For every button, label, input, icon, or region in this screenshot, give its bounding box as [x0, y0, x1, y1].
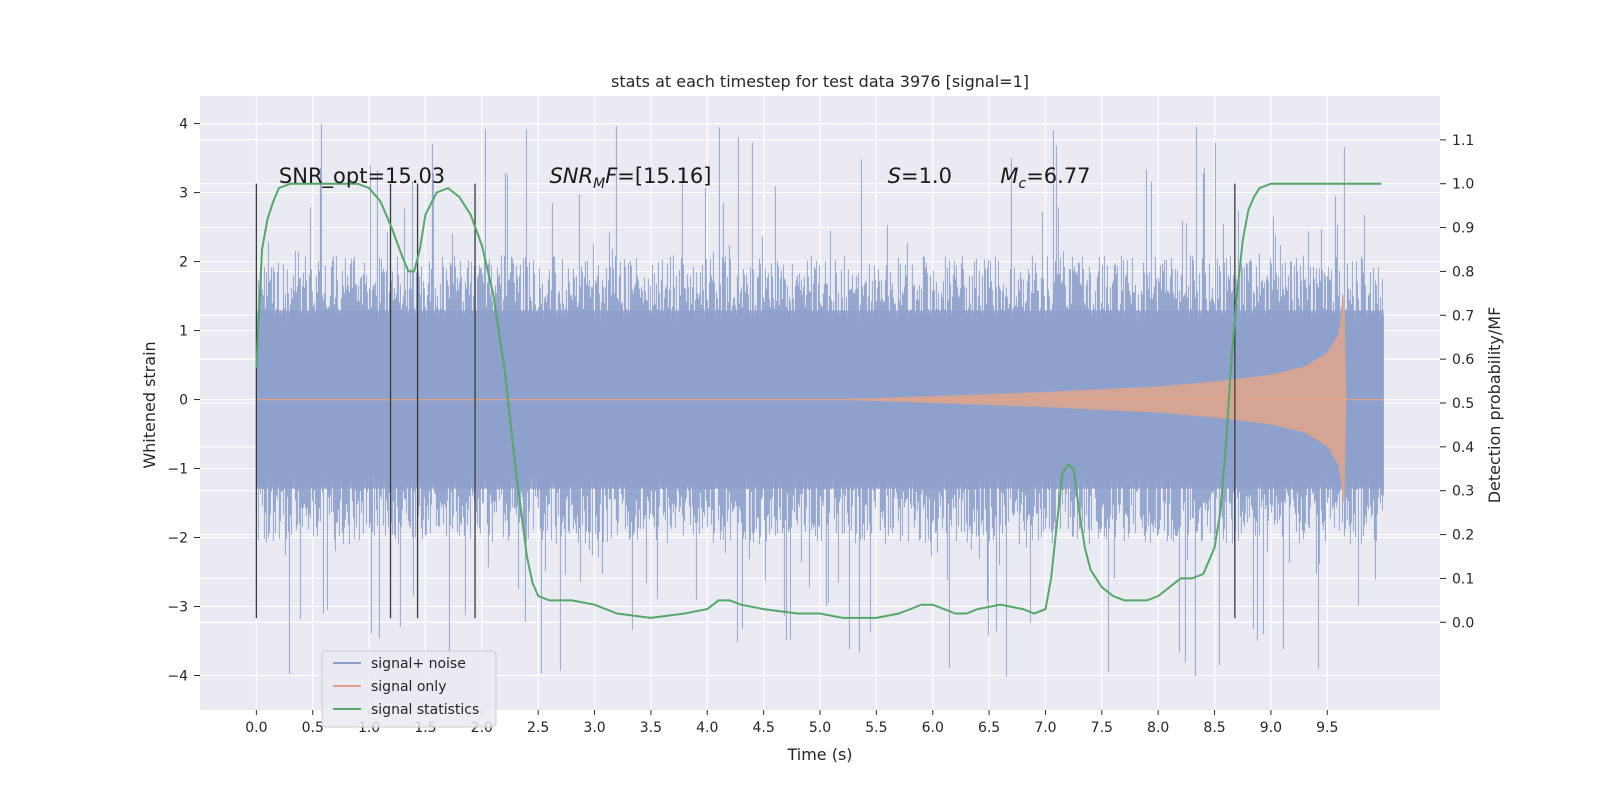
- annotations: SNR_opt=15.03 SNRMF=[15.16] S=1.0 Mc=6.7…: [279, 164, 1091, 192]
- left-tick-label: −4: [167, 669, 188, 685]
- x-tick-label: 6.5: [978, 720, 1000, 736]
- right-tick-label: 0.6: [1452, 352, 1474, 368]
- right-tick-label: 0.4: [1452, 440, 1474, 456]
- mc-annotation-tail: =6.77: [1026, 164, 1090, 188]
- left-tick-label: 0: [179, 393, 188, 409]
- left-axis-ticks: 4 3 2 1 0 −1 −2 −3 −4: [167, 117, 200, 685]
- right-tick-label: 0.1: [1452, 571, 1474, 587]
- left-tick-label: 3: [179, 186, 188, 202]
- x-tick-label: 5.5: [865, 720, 887, 736]
- signal-only-series: [256, 295, 1384, 504]
- legend-label-signal: signal only: [371, 679, 446, 695]
- x-axis-label: Time (s): [786, 745, 852, 764]
- x-tick-label: 4.5: [753, 720, 775, 736]
- left-tick-label: −1: [167, 462, 188, 478]
- legend-label-noise: signal+ noise: [371, 656, 466, 672]
- snr-mf-base: SNR: [549, 164, 593, 188]
- snr-opt-annotation: SNR_opt=15.03: [279, 164, 445, 189]
- right-tick-label: 0.5: [1452, 396, 1474, 412]
- right-tick-label: 0.3: [1452, 484, 1474, 500]
- left-tick-label: −3: [167, 600, 188, 616]
- x-tick-label: 0.0: [245, 720, 267, 736]
- x-tick-label: 3.0: [583, 720, 605, 736]
- x-tick-label: 9.5: [1316, 720, 1338, 736]
- x-tick-label: 7.0: [1034, 720, 1056, 736]
- legend-label-statistics: signal statistics: [371, 702, 479, 718]
- s-annotation: S=1.0: [888, 164, 952, 188]
- left-axis-label: Whitened strain: [140, 341, 159, 468]
- snr-mf-sub: M: [593, 176, 605, 192]
- x-tick-label: 7.5: [1091, 720, 1113, 736]
- x-tick-label: 9.0: [1260, 720, 1282, 736]
- right-tick-label: 1.0: [1452, 177, 1474, 193]
- right-tick-label: 0.2: [1452, 528, 1474, 544]
- x-tick-label: 8.5: [1203, 720, 1225, 736]
- x-tick-label: 0.5: [302, 720, 324, 736]
- x-tick-label: 5.0: [809, 720, 831, 736]
- right-tick-label: 0.8: [1452, 264, 1474, 280]
- left-tick-label: 2: [179, 255, 188, 271]
- legend: signal+ noise signal only signal statist…: [321, 650, 497, 728]
- x-tick-label: 6.0: [922, 720, 944, 736]
- x-tick-label: 4.0: [696, 720, 718, 736]
- x-tick-label: 8.0: [1147, 720, 1169, 736]
- signal-statistics-series: [255, 182, 1382, 619]
- snr-mf-annotation: SNRMF=[15.16]: [549, 164, 711, 192]
- x-tick-label: 2.5: [527, 720, 549, 736]
- right-axis-label: Detection probability/MF: [1485, 307, 1504, 504]
- legend-box: [321, 650, 497, 728]
- mc-annotation-base: M: [1000, 164, 1018, 188]
- right-tick-label: 0.9: [1452, 221, 1474, 237]
- left-tick-label: 4: [179, 117, 188, 133]
- snr-mf-tail: =[15.16]: [617, 164, 711, 188]
- right-tick-label: 0.7: [1452, 308, 1474, 324]
- left-tick-label: 1: [179, 324, 188, 340]
- right-tick-label: 1.1: [1452, 133, 1474, 149]
- right-axis-ticks: 1.1 1.0 0.9 0.8 0.7 0.6 0.5 0.4 0.3 0.2 0.1 0.0: [1440, 133, 1474, 631]
- s-annotation-base: S: [888, 164, 901, 188]
- statistics-line: [255, 182, 1382, 619]
- snr-mf-tail-f: F: [605, 164, 618, 188]
- chart-title: stats at each timestep for test data 397…: [611, 72, 1029, 91]
- left-tick-label: −2: [167, 531, 188, 547]
- mc-annotation: Mc=6.77: [1000, 164, 1090, 192]
- x-tick-label: 3.5: [640, 720, 662, 736]
- right-tick-label: 0.0: [1452, 615, 1474, 631]
- s-annotation-tail: =1.0: [901, 164, 952, 188]
- mc-annotation-sub: c: [1018, 176, 1026, 192]
